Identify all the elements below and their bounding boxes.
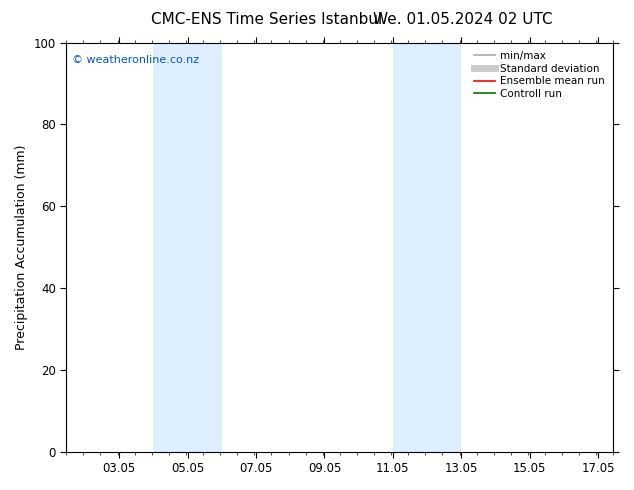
- Text: © weatheronline.co.nz: © weatheronline.co.nz: [72, 55, 199, 65]
- Bar: [153, 43, 188, 452]
- Text: CMC-ENS Time Series Istanbul: CMC-ENS Time Series Istanbul: [151, 12, 382, 27]
- Y-axis label: Precipitation Accumulation (mm): Precipitation Accumulation (mm): [15, 145, 28, 350]
- Bar: [427, 43, 462, 452]
- Legend: min/max, Standard deviation, Ensemble mean run, Controll run: min/max, Standard deviation, Ensemble me…: [471, 48, 608, 102]
- Bar: [393, 43, 427, 452]
- Bar: [188, 43, 222, 452]
- Text: We. 01.05.2024 02 UTC: We. 01.05.2024 02 UTC: [373, 12, 553, 27]
